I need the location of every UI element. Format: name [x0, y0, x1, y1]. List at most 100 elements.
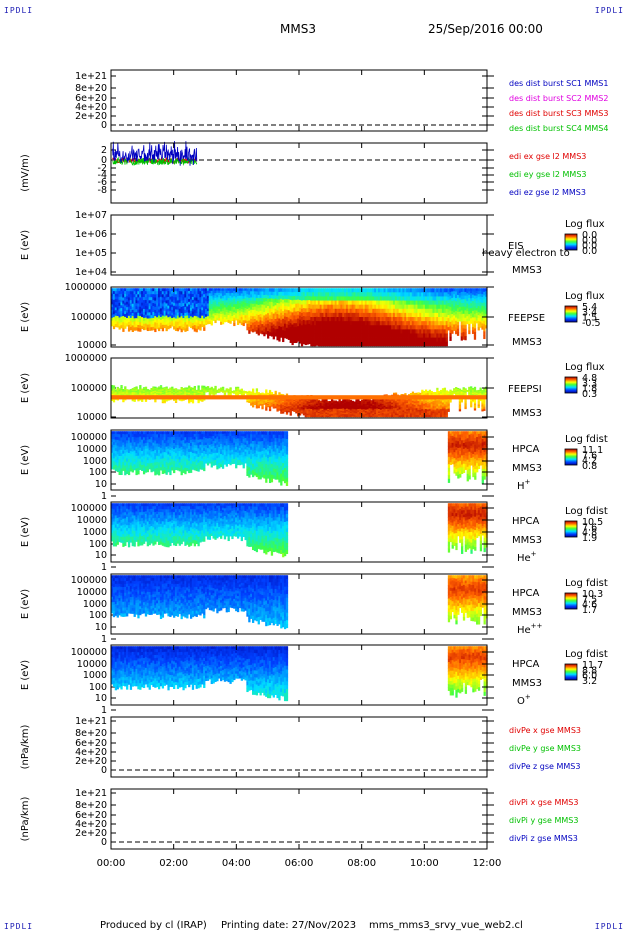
spectrogram-cell	[445, 333, 448, 338]
spectrogram-cell	[304, 412, 307, 415]
spectrogram-cell	[308, 300, 311, 305]
spectrogram-cell	[402, 333, 405, 338]
spectrogram-cell	[278, 407, 281, 410]
spectrogram-cell	[280, 409, 283, 412]
spectrogram-cell	[274, 392, 277, 394]
spectrogram-cell	[287, 406, 290, 408]
spectrogram-cell	[158, 393, 161, 395]
spectrogram-cell	[124, 319, 127, 324]
spectrogram-cell	[184, 387, 187, 389]
spectrogram-cell	[417, 317, 420, 322]
spectrogram-cell	[453, 297, 456, 301]
spectrogram-cell	[347, 411, 351, 414]
spectrogram-cell	[310, 413, 313, 416]
spectrogram-cell	[111, 391, 114, 394]
spectrogram-cell	[304, 328, 307, 333]
spectrogram-cell	[355, 325, 358, 330]
spectrogram-cell	[295, 403, 298, 406]
spectrogram-cell	[299, 410, 302, 413]
spectrogram-cell	[114, 310, 118, 314]
spectrogram-cell	[306, 410, 309, 413]
spectrogram-cell	[124, 386, 127, 388]
spectrogram-cell	[346, 296, 349, 301]
spectrogram-cell	[353, 288, 356, 293]
spectrogram-cell	[468, 307, 471, 312]
spectrogram-cell	[372, 402, 375, 405]
spectrogram-cell	[346, 411, 349, 414]
spectrogram-cell	[406, 288, 409, 293]
spectrogram-cell	[332, 409, 336, 412]
spectrogram-cell	[436, 304, 439, 310]
spectrogram-cell	[218, 311, 221, 314]
spectrogram-cell	[306, 413, 309, 416]
spectrogram-cell	[351, 312, 354, 318]
spectrogram-cell	[135, 389, 138, 391]
spectrogram-cell	[206, 318, 210, 322]
spectrogram-cell	[148, 297, 151, 301]
spectrogram-cell	[133, 288, 136, 292]
spectrogram-cell	[317, 409, 321, 412]
spectrogram-cell	[295, 319, 298, 324]
spectrogram-cell	[456, 325, 460, 330]
spectrogram-cell	[127, 391, 131, 393]
spectrogram-cell	[466, 293, 469, 297]
spectrogram-cell	[167, 399, 170, 401]
spectrogram-cell	[159, 311, 163, 315]
spectrogram-cell	[310, 399, 313, 402]
spectrogram-cell	[154, 300, 157, 305]
spectrogram-cell	[411, 312, 415, 318]
spectrogram-cell	[323, 413, 326, 416]
spectrogram-cell	[338, 292, 341, 297]
spectrogram-cell	[220, 316, 223, 320]
spectrogram-cell	[118, 393, 121, 395]
spectrogram-cell	[201, 386, 204, 389]
spectrogram-cell	[210, 314, 213, 318]
spectrogram-cell	[332, 317, 336, 322]
spectrogram-cell	[280, 407, 283, 410]
spectrogram-cell	[374, 333, 377, 338]
spectrogram-cell	[210, 386, 213, 388]
spectrogram-cell	[302, 296, 306, 301]
spectrogram-cell	[189, 313, 193, 317]
spectrogram-cell	[276, 291, 279, 296]
spectrogram-cell	[165, 315, 168, 320]
spectrogram-cell	[278, 403, 281, 406]
spectrogram-cell	[210, 319, 213, 323]
spectrogram-cell	[235, 391, 238, 393]
spectrogram-cell	[195, 300, 198, 305]
spectrogram-cell	[376, 304, 379, 310]
spectrogram-cell	[156, 302, 159, 307]
spectrogram-cell	[141, 400, 144, 402]
spectrogram-cell	[370, 404, 373, 407]
spectrogram-cell	[417, 312, 420, 318]
spectrogram-cell	[182, 297, 185, 301]
spectrogram-cell	[250, 300, 253, 304]
spectrogram-cell	[312, 409, 315, 412]
spectrogram-cell	[165, 294, 168, 298]
spectrogram-cell	[417, 304, 420, 310]
spectrogram-cell	[408, 341, 411, 347]
spectrogram-cell	[255, 310, 259, 315]
spectrogram-cell	[440, 308, 443, 314]
spectrogram-cell	[366, 317, 369, 322]
spectrogram-cell	[225, 391, 228, 393]
spectrogram-cell	[460, 303, 463, 308]
spectrogram-cell	[267, 403, 270, 406]
spectrogram-cell	[184, 288, 187, 292]
spectrogram-cell	[250, 309, 253, 314]
spectrogram-cell	[278, 314, 281, 319]
spectrogram-cell	[111, 296, 114, 300]
spectrogram-cell	[148, 306, 151, 310]
spectrogram-cell	[148, 315, 151, 319]
spectrogram-cell	[135, 387, 138, 390]
spectrogram-cell	[158, 388, 161, 390]
spectrogram-cell	[351, 405, 354, 407]
spectrogram-cell	[133, 321, 136, 325]
spectrogram-cell	[302, 408, 306, 410]
spectrogram-cell	[466, 311, 469, 315]
spectrogram-cell	[385, 333, 388, 338]
spectrogram-cell	[434, 296, 437, 301]
spectrogram-cell	[180, 322, 183, 326]
spectrogram-cell	[188, 318, 191, 322]
spectrogram-cell	[112, 391, 116, 393]
